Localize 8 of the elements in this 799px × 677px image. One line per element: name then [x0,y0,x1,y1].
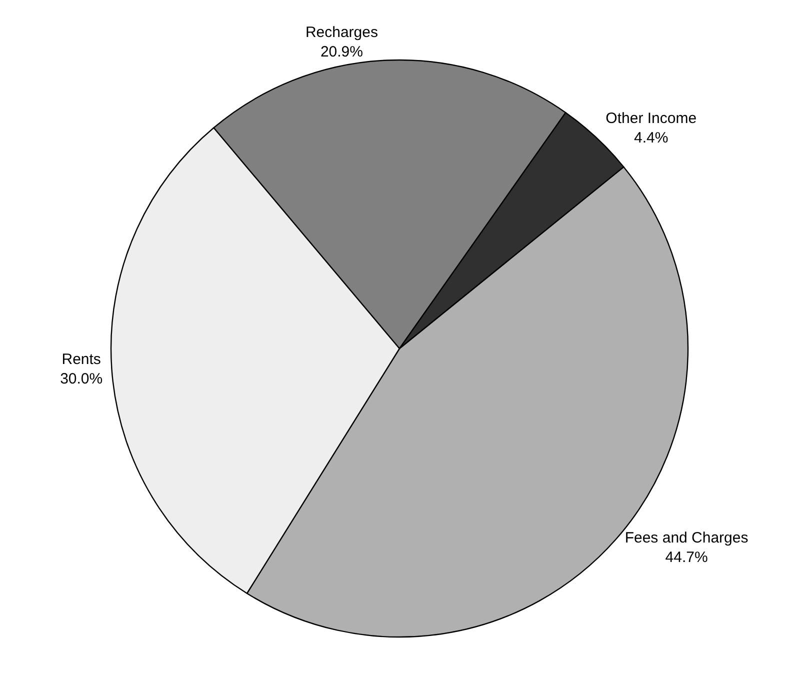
data-label: 30.0% [60,370,103,388]
slice-label: Fees and Charges [624,529,748,546]
slice-label: Rents [62,350,101,368]
slice-label: Other Income [606,110,697,127]
slice-label: Recharges [305,24,378,41]
data-label: 4.4% [634,129,668,146]
data-label: 20.9% [320,43,363,60]
data-label: 44.7% [665,548,708,566]
